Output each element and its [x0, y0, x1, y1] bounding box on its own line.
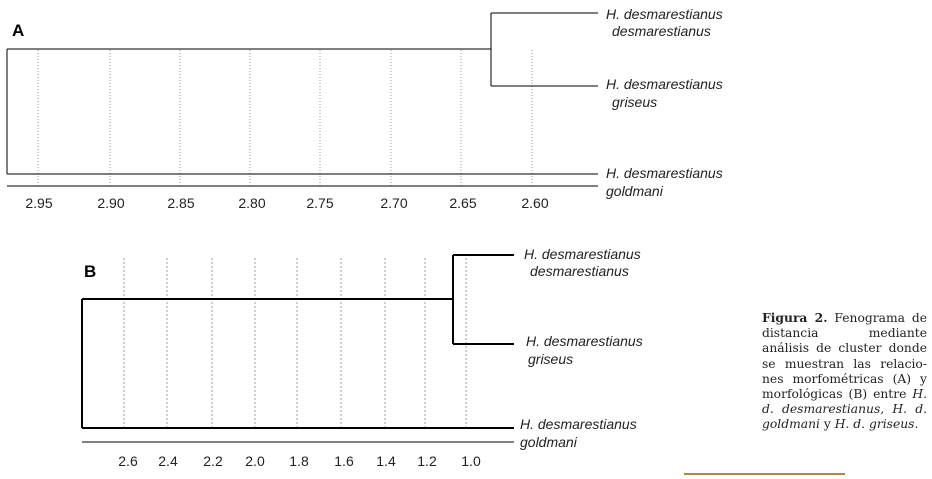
a-tick-label: 2.60 — [521, 195, 548, 211]
a-taxon-desmarestianus-line2: desmarestianus — [612, 23, 711, 39]
caption-conjunction: y — [823, 417, 831, 432]
b-tick-label: 2.2 — [203, 453, 223, 469]
a-taxon-goldmani-line2: goldmani — [606, 183, 664, 199]
b-tick-label: 1.0 — [461, 453, 481, 469]
a-tick-label: 2.70 — [380, 195, 407, 211]
caption-end: . — [914, 417, 919, 432]
b-taxon-goldmani-line2: goldmani — [520, 434, 578, 450]
a-taxon-griseus-line2: griseus — [612, 94, 657, 110]
panel-a-tick-labels: 2.95 2.90 2.85 2.80 2.75 2.70 2.65 2.60 — [25, 195, 548, 211]
b-tick-label: 1.8 — [289, 453, 309, 469]
b-tick-label: 1.4 — [376, 453, 396, 469]
caption-taxa: H. d. desmarestianus, H. d. goldmani — [762, 387, 927, 432]
b-tick-label: 2.0 — [245, 453, 265, 469]
a-taxon-griseus-line1: H. desmarestianus — [606, 76, 723, 92]
panel-b: B 2.6 2.4 2.2 2.0 1.8 1.6 1.4 1.2 1.0 — [81, 246, 643, 469]
b-taxon-goldmani-line1: H. desmarestianus — [520, 416, 637, 432]
b-taxon-griseus-line1: H. desmarestianus — [526, 333, 643, 349]
panel-b-tick-labels: 2.6 2.4 2.2 2.0 1.8 1.6 1.4 1.2 1.0 — [118, 453, 481, 469]
b-tick-label: 1.6 — [334, 453, 354, 469]
caption-rule — [684, 473, 845, 475]
panel-a: A 2.95 2.90 2.85 2.80 2.75 2.70 2.65 2.6… — [6, 6, 723, 211]
b-taxon-griseus-line2: griseus — [528, 351, 573, 367]
figure-caption: Figura 2. Fenograma de distancia mediant… — [762, 310, 927, 433]
panel-a-tree — [6, 12, 598, 187]
a-tick-label: 2.65 — [449, 195, 476, 211]
a-taxon-desmarestianus-line1: H. desmarestianus — [606, 6, 723, 22]
b-tick-label: 1.2 — [417, 453, 437, 469]
panel-b-gridlines — [123, 258, 467, 428]
panel-b-tree — [81, 254, 514, 429]
a-tick-label: 2.80 — [238, 195, 265, 211]
a-tick-label: 2.95 — [25, 195, 52, 211]
caption-text: Fenograma de distancia mediante análisis… — [762, 311, 927, 402]
a-tick-label: 2.85 — [167, 195, 194, 211]
a-tick-label: 2.75 — [306, 195, 333, 211]
a-tick-label: 2.90 — [97, 195, 124, 211]
caption-figure-label: Figura 2. — [762, 310, 828, 325]
b-tick-label: 2.4 — [158, 453, 178, 469]
panel-a-taxa: H. desmarestianus desmarestianus H. desm… — [606, 6, 723, 199]
panel-b-label: B — [84, 262, 96, 281]
panel-a-gridlines — [37, 50, 533, 186]
panel-b-taxa: H. desmarestianus desmarestianus H. desm… — [520, 246, 643, 450]
a-taxon-goldmani-line1: H. desmarestianus — [606, 165, 723, 181]
b-taxon-desmarestianus-line1: H. desmarestianus — [524, 246, 641, 262]
b-taxon-desmarestianus-line2: desmarestianus — [530, 263, 629, 279]
panel-a-label: A — [12, 21, 24, 40]
caption-last-taxon: H. d. griseus — [834, 417, 915, 432]
b-tick-label: 2.6 — [118, 453, 138, 469]
